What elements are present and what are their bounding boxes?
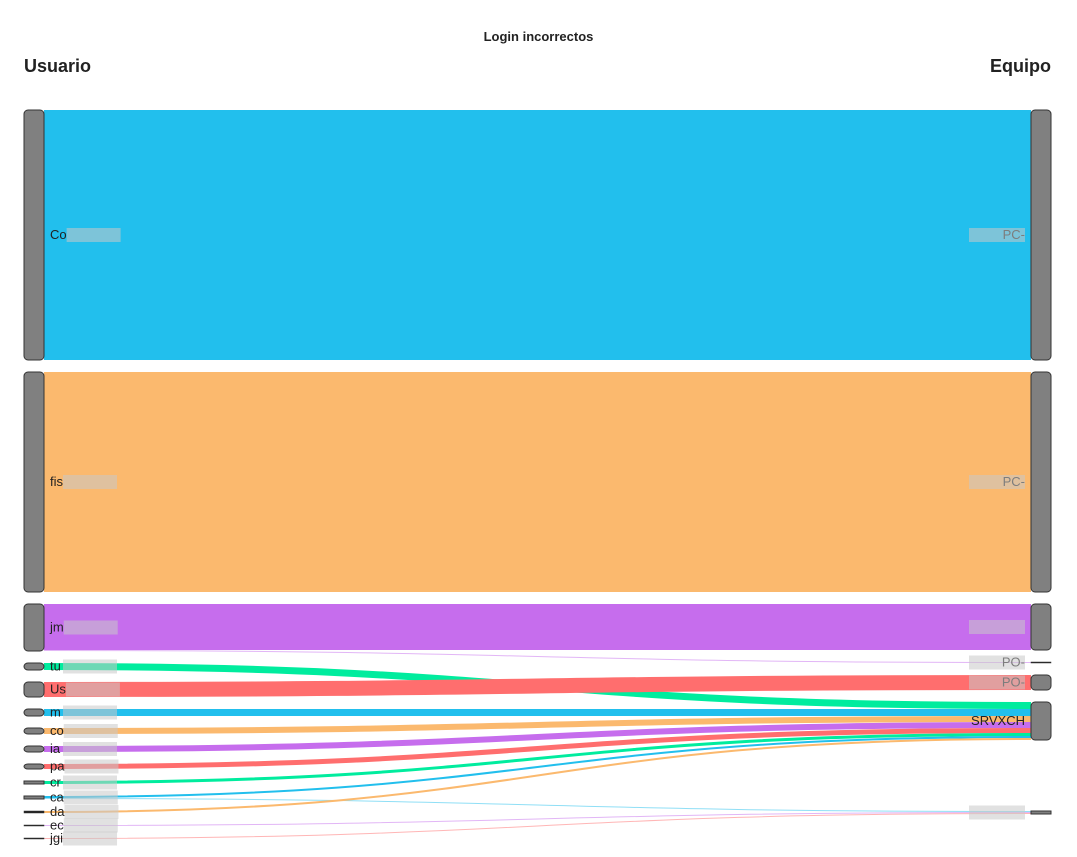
redacted-text <box>64 805 119 819</box>
link-L8-R5[interactable] <box>43 728 1032 769</box>
redacted-text <box>63 620 118 635</box>
link-L7-R5[interactable] <box>43 722 1032 752</box>
redacted-text <box>969 675 1025 690</box>
left-node[interactable] <box>23 371 45 593</box>
redacted-text <box>63 742 117 756</box>
link-L4-R4[interactable] <box>43 675 1032 697</box>
redacted-text <box>63 775 117 790</box>
link-L13-R6[interactable] <box>43 813 1032 839</box>
redacted-text <box>63 705 117 720</box>
left-node-label: m <box>50 705 61 720</box>
redacted-text <box>66 228 121 242</box>
left-node-label: jgi <box>49 831 63 846</box>
right-node[interactable] <box>1030 674 1052 691</box>
right-node[interactable] <box>1030 109 1052 361</box>
right-node[interactable] <box>1030 661 1052 664</box>
left-column-header: Usuario <box>24 56 92 76</box>
left-node[interactable] <box>23 745 45 753</box>
link-L9-R5[interactable] <box>43 733 1032 784</box>
left-node-label: da <box>50 804 65 819</box>
left-node-label: Co <box>50 227 67 242</box>
left-node-label: ec <box>50 818 64 833</box>
redacted-text <box>63 475 117 489</box>
link-L2-R3[interactable] <box>43 650 1032 663</box>
left-node[interactable] <box>23 795 45 800</box>
right-node[interactable] <box>1030 810 1052 815</box>
right-column-header: Equipo <box>990 56 1051 76</box>
chart-title: Login incorrectos <box>483 29 594 44</box>
redacted-text <box>63 818 118 833</box>
left-node-label: tu <box>50 659 61 674</box>
left-node-label: jm <box>49 620 64 635</box>
redacted-text <box>63 831 118 846</box>
left-node[interactable] <box>23 662 45 671</box>
redacted-text <box>969 475 1025 489</box>
link-L6-R5[interactable] <box>43 716 1032 734</box>
left-node[interactable] <box>23 837 45 840</box>
redacted-text <box>969 805 1025 820</box>
redacted-text <box>63 724 118 738</box>
redacted-text <box>64 759 119 774</box>
left-node[interactable] <box>23 109 45 361</box>
left-node[interactable] <box>23 681 45 698</box>
left-node-label: co <box>50 723 64 738</box>
redacted-text <box>63 790 118 805</box>
left-node-label: Us <box>50 682 66 697</box>
link-L10-R5[interactable] <box>43 736 1032 798</box>
left-node[interactable] <box>23 708 45 717</box>
redacted-text <box>65 682 120 697</box>
left-node[interactable] <box>23 810 45 814</box>
left-node[interactable] <box>23 824 45 827</box>
right-node[interactable] <box>1030 371 1052 593</box>
right-node[interactable] <box>1030 603 1052 651</box>
left-node[interactable] <box>23 763 45 770</box>
redacted-text <box>969 620 1025 634</box>
left-node-label: fis <box>50 474 64 489</box>
right-node-label: SRVXCH <box>971 713 1025 728</box>
left-node[interactable] <box>23 603 45 652</box>
left-node-label: cr <box>50 775 62 790</box>
left-node-label: pa <box>50 759 65 774</box>
right-node[interactable] <box>1030 701 1052 741</box>
left-node[interactable] <box>23 727 45 735</box>
link-L10-R6[interactable] <box>43 798 1032 812</box>
redacted-text <box>969 655 1025 670</box>
redacted-text <box>63 659 117 674</box>
link-L11-R5[interactable] <box>43 738 1032 813</box>
redacted-text <box>969 228 1025 242</box>
left-node-label: ia <box>50 741 61 756</box>
left-node[interactable] <box>23 780 45 785</box>
left-node-label: ca <box>50 790 65 805</box>
link-L12-R6[interactable] <box>43 812 1032 826</box>
